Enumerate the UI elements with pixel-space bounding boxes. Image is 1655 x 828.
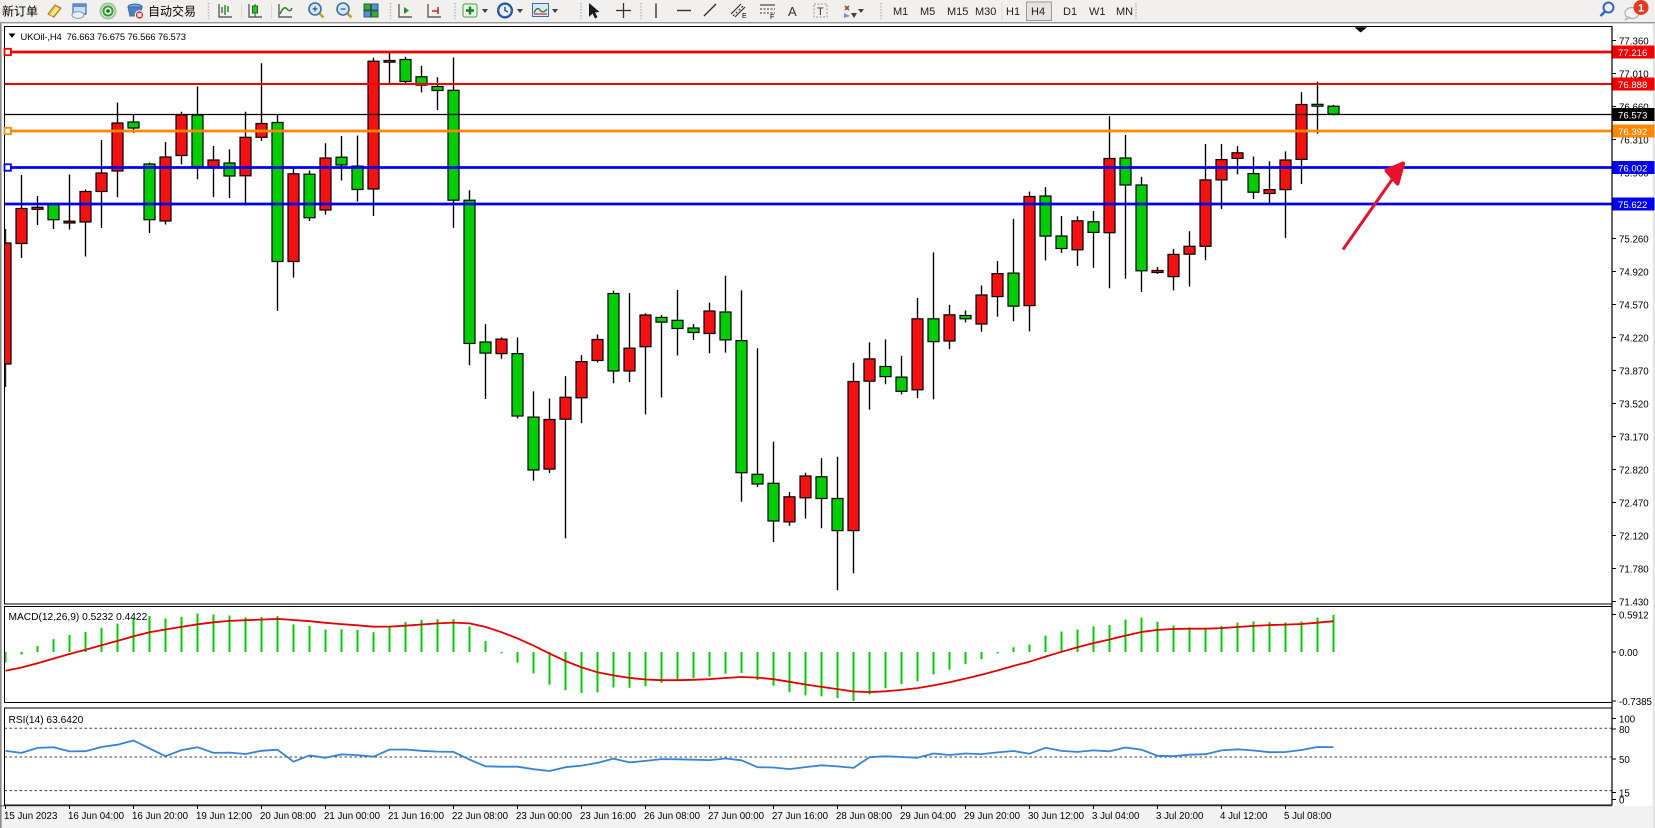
svg-text:0: 0 bbox=[1619, 795, 1625, 806]
svg-text:MACD(12,26,9) 0.5232 0.4422: MACD(12,26,9) 0.5232 0.4422 bbox=[9, 612, 148, 623]
svg-text:26 Jun 08:00: 26 Jun 08:00 bbox=[644, 811, 701, 822]
svg-text:19 Jun 12:00: 19 Jun 12:00 bbox=[196, 811, 253, 822]
svg-text:5 Jul 08:00: 5 Jul 08:00 bbox=[1284, 811, 1332, 822]
svg-text:22 Jun 08:00: 22 Jun 08:00 bbox=[452, 811, 509, 822]
svg-text:UKOil-,H4 76.663 76.675 76.56: UKOil-,H4 76.663 76.675 76.566 76.573 bbox=[21, 31, 186, 42]
svg-text:27 Jun 00:00: 27 Jun 00:00 bbox=[708, 811, 765, 822]
svg-text:H1: H1 bbox=[1006, 6, 1020, 18]
svg-text:29 Jun 20:00: 29 Jun 20:00 bbox=[964, 811, 1021, 822]
svg-text:21 Jun 00:00: 21 Jun 00:00 bbox=[324, 811, 381, 822]
svg-text:3 Jul 20:00: 3 Jul 20:00 bbox=[1156, 811, 1204, 822]
svg-text:80: 80 bbox=[1619, 725, 1630, 736]
svg-text:D1: D1 bbox=[1063, 6, 1077, 18]
svg-text:75.622: 75.622 bbox=[1618, 200, 1647, 211]
svg-text:21 Jun 16:00: 21 Jun 16:00 bbox=[388, 811, 445, 822]
svg-text:77.360: 77.360 bbox=[1619, 36, 1649, 47]
svg-text:M15: M15 bbox=[947, 6, 968, 18]
svg-text:16 Jun 04:00: 16 Jun 04:00 bbox=[68, 811, 125, 822]
svg-text:76.660: 76.660 bbox=[1619, 102, 1649, 113]
svg-text:71.780: 71.780 bbox=[1619, 564, 1649, 575]
svg-text:-0.7385: -0.7385 bbox=[1619, 697, 1652, 708]
svg-text:W1: W1 bbox=[1089, 6, 1106, 18]
svg-text:74.920: 74.920 bbox=[1619, 267, 1649, 278]
svg-text:30 Jun 12:00: 30 Jun 12:00 bbox=[1028, 811, 1085, 822]
svg-text:76.573: 76.573 bbox=[1618, 110, 1647, 121]
svg-text:3 Jul 04:00: 3 Jul 04:00 bbox=[1092, 811, 1140, 822]
svg-text:73.870: 73.870 bbox=[1619, 366, 1649, 377]
svg-text:F: F bbox=[770, 14, 774, 21]
svg-text:20 Jun 08:00: 20 Jun 08:00 bbox=[260, 811, 317, 822]
svg-text:29 Jun 04:00: 29 Jun 04:00 bbox=[900, 811, 957, 822]
svg-text:H4: H4 bbox=[1031, 6, 1045, 18]
svg-text:23 Jun 00:00: 23 Jun 00:00 bbox=[516, 811, 573, 822]
svg-text:23 Jun 16:00: 23 Jun 16:00 bbox=[580, 811, 637, 822]
svg-text:72.470: 72.470 bbox=[1619, 498, 1649, 509]
svg-text:E: E bbox=[742, 13, 747, 20]
svg-text:A: A bbox=[788, 4, 797, 19]
svg-text:M5: M5 bbox=[920, 6, 935, 18]
svg-text:76.002: 76.002 bbox=[1618, 163, 1647, 174]
svg-text:76.392: 76.392 bbox=[1618, 127, 1647, 138]
svg-text:77.216: 77.216 bbox=[1618, 48, 1647, 59]
svg-text:76.888: 76.888 bbox=[1618, 80, 1647, 91]
svg-text:0.5912: 0.5912 bbox=[1619, 610, 1649, 621]
svg-text:27 Jun 16:00: 27 Jun 16:00 bbox=[772, 811, 829, 822]
svg-text:73.170: 73.170 bbox=[1619, 432, 1649, 443]
svg-text:+: + bbox=[312, 5, 318, 16]
svg-text:75.260: 75.260 bbox=[1619, 234, 1649, 245]
svg-text:0.00: 0.00 bbox=[1619, 648, 1638, 659]
svg-text:15 Jun 2023: 15 Jun 2023 bbox=[4, 811, 57, 822]
svg-text:16 Jun 20:00: 16 Jun 20:00 bbox=[132, 811, 189, 822]
svg-text:77.010: 77.010 bbox=[1619, 69, 1649, 80]
svg-text:71.430: 71.430 bbox=[1619, 597, 1649, 608]
svg-text:73.520: 73.520 bbox=[1619, 399, 1649, 410]
svg-text:72.120: 72.120 bbox=[1619, 531, 1649, 542]
svg-text:74.570: 74.570 bbox=[1619, 300, 1649, 311]
svg-text:M1: M1 bbox=[893, 6, 908, 18]
svg-text:MN: MN bbox=[1116, 6, 1133, 18]
svg-text:100: 100 bbox=[1619, 714, 1636, 725]
svg-text:自动交易: 自动交易 bbox=[148, 4, 196, 19]
svg-text:M30: M30 bbox=[975, 6, 996, 18]
svg-text:50: 50 bbox=[1619, 755, 1630, 766]
svg-text:15: 15 bbox=[1619, 788, 1630, 799]
svg-text:74.220: 74.220 bbox=[1619, 333, 1649, 344]
svg-text:1: 1 bbox=[1638, 3, 1644, 15]
svg-text:4 Jul 12:00: 4 Jul 12:00 bbox=[1220, 811, 1268, 822]
svg-text:28 Jun 08:00: 28 Jun 08:00 bbox=[836, 811, 893, 822]
svg-text:新订单: 新订单 bbox=[2, 4, 38, 19]
svg-text:RSI(14) 63.6420: RSI(14) 63.6420 bbox=[9, 715, 84, 726]
svg-text:T: T bbox=[817, 6, 824, 18]
svg-text:76.310: 76.310 bbox=[1619, 135, 1649, 146]
svg-text:−: − bbox=[340, 5, 346, 16]
svg-text:72.820: 72.820 bbox=[1619, 465, 1649, 476]
